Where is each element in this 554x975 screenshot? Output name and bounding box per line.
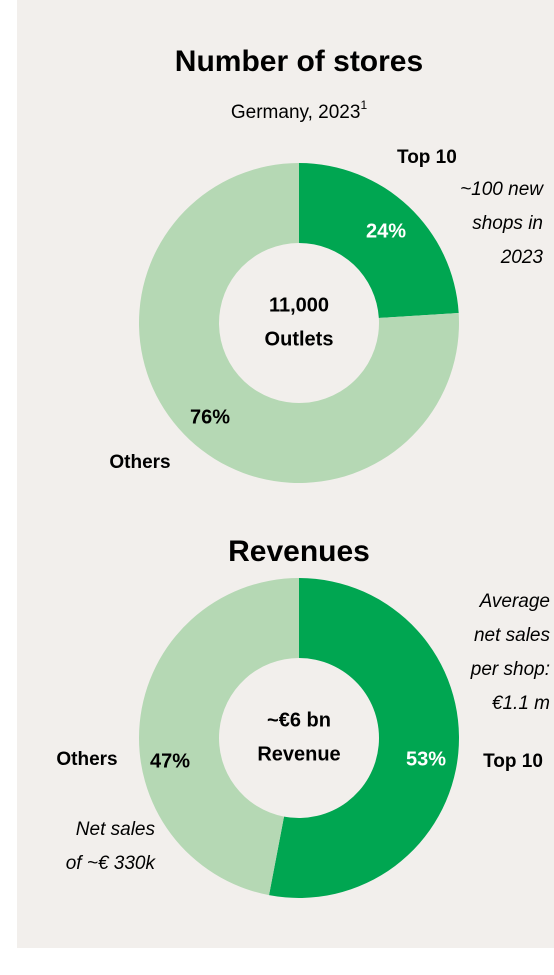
center-label: Revenue — [257, 743, 340, 765]
donut-slice — [139, 578, 299, 896]
annotation: €1.1 m — [492, 693, 550, 714]
footnote-marker: 1 — [360, 98, 367, 112]
center-label: 11,000 — [269, 294, 329, 316]
annotation: shops in — [472, 213, 543, 234]
annotation: Average — [479, 591, 550, 612]
chart-title: Number of stores — [175, 45, 423, 78]
donut-slice — [299, 163, 459, 318]
chart-title: Revenues — [228, 535, 370, 568]
value-label: 24% — [366, 220, 406, 242]
annotation: ~100 new — [460, 179, 544, 200]
annotation: Net sales — [76, 819, 156, 840]
annotation: 2023 — [500, 247, 544, 268]
value-label: 47% — [150, 750, 190, 772]
annotation: of ~€ 330k — [66, 853, 157, 874]
annotation: net sales — [474, 625, 551, 646]
center-label: ~€6 bn — [267, 709, 331, 731]
category-label: Others — [109, 452, 170, 473]
center-label: Outlets — [265, 328, 334, 350]
subtitle: Germany, 20231 — [231, 98, 368, 123]
value-label: 76% — [190, 406, 230, 428]
category-label: Others — [56, 749, 117, 770]
donut-slice — [269, 578, 460, 898]
subtitle-text: Germany, 2023 — [231, 102, 361, 123]
category-label: Top 10 — [397, 147, 457, 168]
value-label: 53% — [406, 748, 446, 770]
donut-slice — [138, 163, 459, 483]
annotation: per shop: — [470, 659, 550, 680]
category-label: Top 10 — [483, 751, 543, 772]
